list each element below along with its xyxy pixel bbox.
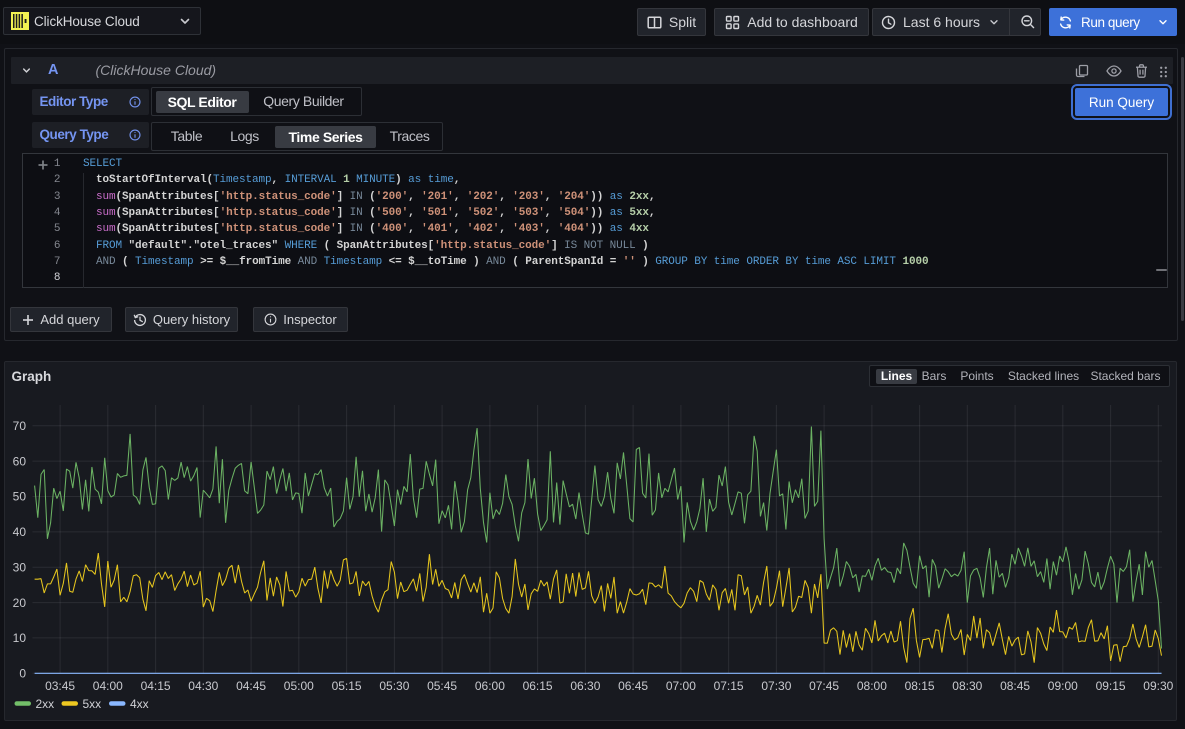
svg-text:08:30: 08:30 — [952, 679, 982, 693]
svg-text:30: 30 — [12, 560, 26, 574]
svg-text:07:15: 07:15 — [713, 679, 743, 693]
svg-text:60: 60 — [12, 454, 26, 468]
svg-text:07:30: 07:30 — [761, 679, 791, 693]
svg-text:06:30: 06:30 — [570, 679, 600, 693]
svg-text:07:45: 07:45 — [809, 679, 839, 693]
svg-text:04:45: 04:45 — [236, 679, 266, 693]
svg-text:40: 40 — [12, 525, 26, 539]
svg-text:09:15: 09:15 — [1095, 679, 1125, 693]
svg-text:70: 70 — [12, 419, 26, 433]
svg-text:20: 20 — [12, 596, 26, 610]
svg-text:10: 10 — [12, 631, 26, 645]
svg-text:06:00: 06:00 — [474, 679, 504, 693]
svg-text:05:30: 05:30 — [379, 679, 409, 693]
svg-text:08:00: 08:00 — [856, 679, 886, 693]
svg-text:04:30: 04:30 — [188, 679, 218, 693]
svg-text:03:45: 03:45 — [45, 679, 75, 693]
svg-text:4xx: 4xx — [130, 697, 149, 711]
svg-text:5xx: 5xx — [82, 697, 101, 711]
svg-text:09:00: 09:00 — [1047, 679, 1077, 693]
svg-text:08:45: 08:45 — [1000, 679, 1030, 693]
svg-text:06:45: 06:45 — [618, 679, 648, 693]
svg-text:04:15: 04:15 — [140, 679, 170, 693]
svg-text:50: 50 — [12, 490, 26, 504]
svg-text:04:00: 04:00 — [92, 679, 122, 693]
svg-text:08:15: 08:15 — [904, 679, 934, 693]
svg-text:05:45: 05:45 — [427, 679, 457, 693]
svg-text:05:00: 05:00 — [283, 679, 313, 693]
svg-text:2xx: 2xx — [35, 697, 54, 711]
svg-text:05:15: 05:15 — [331, 679, 361, 693]
svg-text:07:00: 07:00 — [665, 679, 695, 693]
svg-text:09:30: 09:30 — [1143, 679, 1173, 693]
svg-text:0: 0 — [19, 667, 26, 681]
svg-text:06:15: 06:15 — [522, 679, 552, 693]
